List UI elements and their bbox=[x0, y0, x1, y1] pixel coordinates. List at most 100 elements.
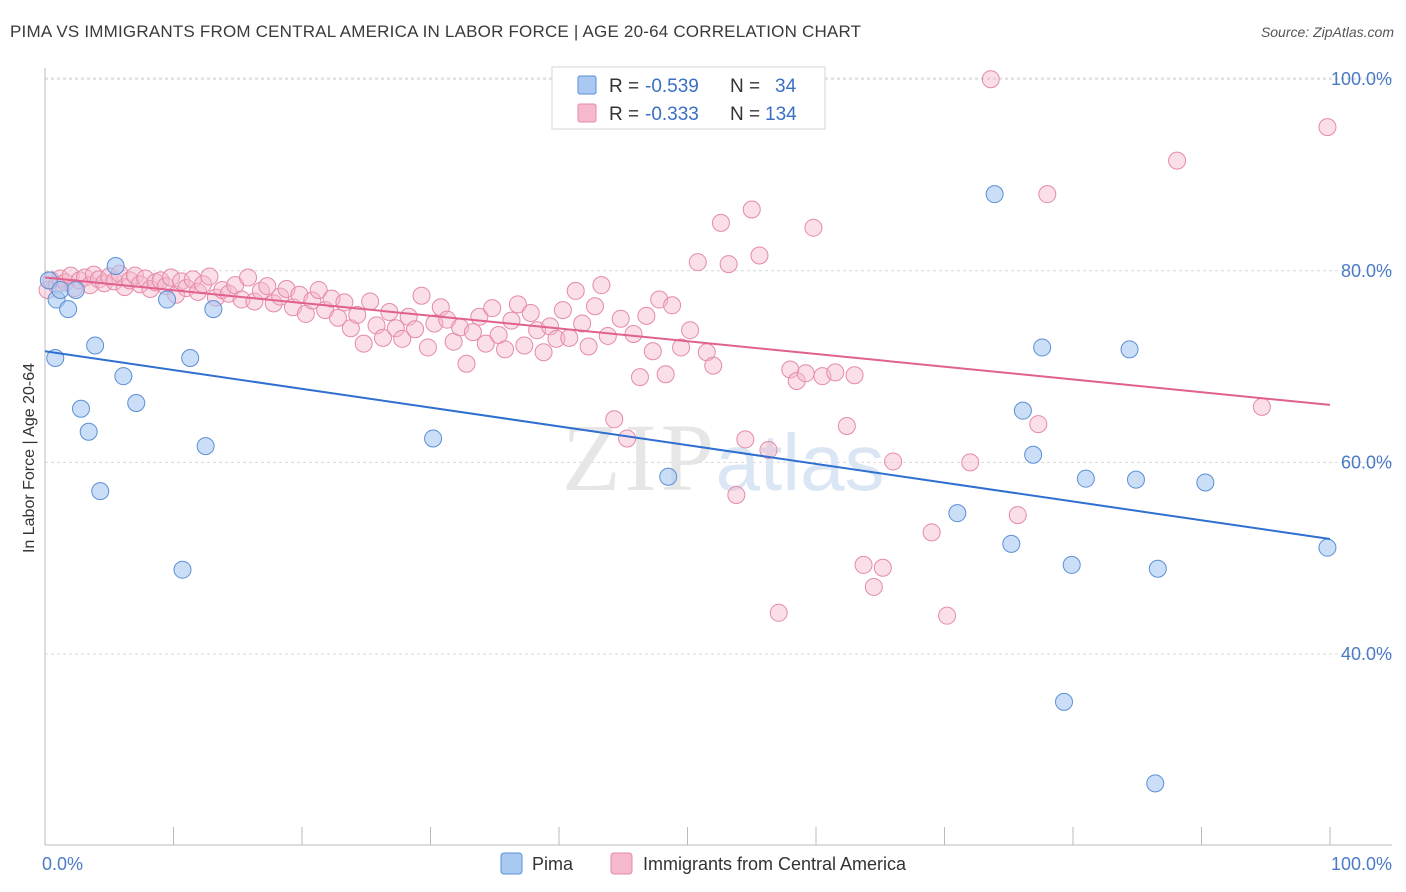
data-point-pima bbox=[1055, 692, 1074, 711]
legend-swatch-pima bbox=[577, 75, 597, 95]
data-point-pima bbox=[1126, 470, 1145, 489]
data-point-immigrants bbox=[630, 368, 649, 387]
data-point-immigrants bbox=[781, 360, 800, 379]
axes bbox=[44, 68, 1392, 846]
data-point-pima bbox=[948, 504, 967, 523]
data-point-pima bbox=[1120, 340, 1139, 359]
data-point-immigrants bbox=[759, 440, 778, 459]
data-point-immigrants bbox=[736, 430, 755, 449]
data-point-immigrants bbox=[515, 336, 534, 355]
data-point-immigrants bbox=[508, 295, 527, 314]
x-tick-label-max: 100.0% bbox=[1331, 854, 1392, 874]
data-point-immigrants bbox=[643, 342, 662, 361]
data-point-immigrants bbox=[1029, 415, 1048, 434]
data-point-pima bbox=[1076, 469, 1095, 488]
legend-n-value-immigrants: 134 bbox=[765, 104, 797, 125]
legend-n-value-pima: 34 bbox=[775, 76, 797, 97]
data-point-immigrants bbox=[826, 363, 845, 382]
data-point-immigrants bbox=[769, 603, 788, 622]
data-point-immigrants bbox=[476, 334, 495, 353]
data-point-immigrants bbox=[547, 329, 566, 348]
data-point-immigrants bbox=[592, 276, 611, 295]
data-point-immigrants bbox=[719, 255, 738, 274]
data-point-pima bbox=[51, 280, 70, 299]
data-point-pima bbox=[181, 348, 200, 367]
y-tick-label: 100.0% bbox=[1331, 69, 1392, 89]
data-point-immigrants bbox=[938, 606, 957, 625]
y-tick-label: 80.0% bbox=[1341, 261, 1392, 281]
data-point-immigrants bbox=[200, 267, 219, 286]
data-point-immigrants bbox=[521, 303, 540, 322]
data-point-immigrants bbox=[579, 337, 598, 356]
data-point-immigrants bbox=[161, 268, 180, 287]
data-point-immigrants bbox=[553, 301, 572, 320]
data-point-pima bbox=[1013, 401, 1032, 420]
data-point-pima bbox=[424, 429, 443, 448]
data-point-immigrants bbox=[845, 366, 864, 385]
legend-r-value-pima: -0.539 bbox=[645, 76, 699, 97]
data-point-pima bbox=[106, 257, 125, 276]
data-point-immigrants bbox=[787, 371, 806, 390]
data-point-immigrants bbox=[348, 305, 367, 324]
data-point-pima bbox=[659, 467, 678, 486]
data-point-immigrants bbox=[418, 338, 437, 357]
data-point-immigrants bbox=[502, 311, 521, 330]
y-axis-label: In Labor Force | Age 20-64 bbox=[21, 363, 38, 553]
data-point-pima bbox=[173, 560, 192, 579]
data-point-immigrants bbox=[981, 70, 1000, 89]
data-point-pima bbox=[71, 399, 90, 418]
y-tick-label: 40.0% bbox=[1341, 644, 1392, 664]
bottom-legend-swatch-immigrants bbox=[610, 852, 633, 875]
legend-r-label-pima: R = bbox=[609, 76, 639, 97]
data-point-immigrants bbox=[688, 253, 707, 272]
watermark-zip: ZIP bbox=[562, 404, 718, 511]
data-point-immigrants bbox=[961, 453, 980, 472]
data-point-immigrants bbox=[704, 356, 723, 375]
legend-r-label-immigrants: R = bbox=[609, 104, 639, 125]
data-point-immigrants bbox=[873, 558, 892, 577]
data-point-pima bbox=[39, 271, 58, 290]
chart-title: PIMA VS IMMIGRANTS FROM CENTRAL AMERICA … bbox=[10, 22, 862, 41]
data-point-immigrants bbox=[711, 213, 730, 232]
data-point-immigrants bbox=[864, 577, 883, 596]
data-point-immigrants bbox=[837, 416, 856, 435]
series-legend: Pima Immigrants from Central America bbox=[500, 852, 907, 875]
chart-source: Source: ZipAtlas.com bbox=[1260, 24, 1394, 40]
data-point-pima bbox=[86, 336, 105, 355]
data-point-immigrants bbox=[309, 280, 328, 299]
data-point-pima bbox=[1002, 534, 1021, 553]
data-point-immigrants bbox=[566, 281, 585, 300]
data-point-immigrants bbox=[131, 275, 150, 294]
data-point-pima bbox=[1024, 445, 1043, 464]
data-point-immigrants bbox=[1038, 185, 1057, 204]
data-point-immigrants bbox=[534, 343, 553, 362]
data-point-pima bbox=[1318, 538, 1337, 557]
bottom-legend-label-pima: Pima bbox=[532, 854, 574, 874]
data-point-immigrants bbox=[1168, 151, 1187, 170]
data-point-pima bbox=[91, 482, 110, 501]
y-tick-label: 60.0% bbox=[1341, 452, 1392, 472]
data-point-immigrants bbox=[750, 246, 769, 265]
data-point-immigrants bbox=[373, 328, 392, 347]
trend-lines bbox=[44, 276, 1331, 541]
series-immigrants-points bbox=[38, 70, 1337, 625]
data-point-pima bbox=[196, 437, 215, 456]
legend-n-label-pima: N = bbox=[730, 76, 760, 97]
data-point-immigrants bbox=[611, 309, 630, 328]
data-point-immigrants bbox=[663, 296, 682, 315]
data-point-immigrants bbox=[672, 338, 691, 357]
data-point-immigrants bbox=[354, 334, 373, 353]
data-point-immigrants bbox=[1318, 118, 1337, 137]
data-point-pima bbox=[114, 367, 133, 386]
data-point-pima bbox=[1033, 338, 1052, 357]
data-point-immigrants bbox=[1252, 397, 1271, 416]
data-point-immigrants bbox=[1008, 506, 1027, 525]
data-point-immigrants bbox=[406, 320, 425, 339]
data-point-immigrants bbox=[656, 365, 675, 384]
data-point-immigrants bbox=[585, 297, 604, 316]
data-point-immigrants bbox=[624, 325, 643, 344]
trend-line-immigrants bbox=[44, 276, 1331, 406]
data-point-immigrants bbox=[573, 314, 592, 333]
data-point-immigrants bbox=[386, 319, 405, 338]
